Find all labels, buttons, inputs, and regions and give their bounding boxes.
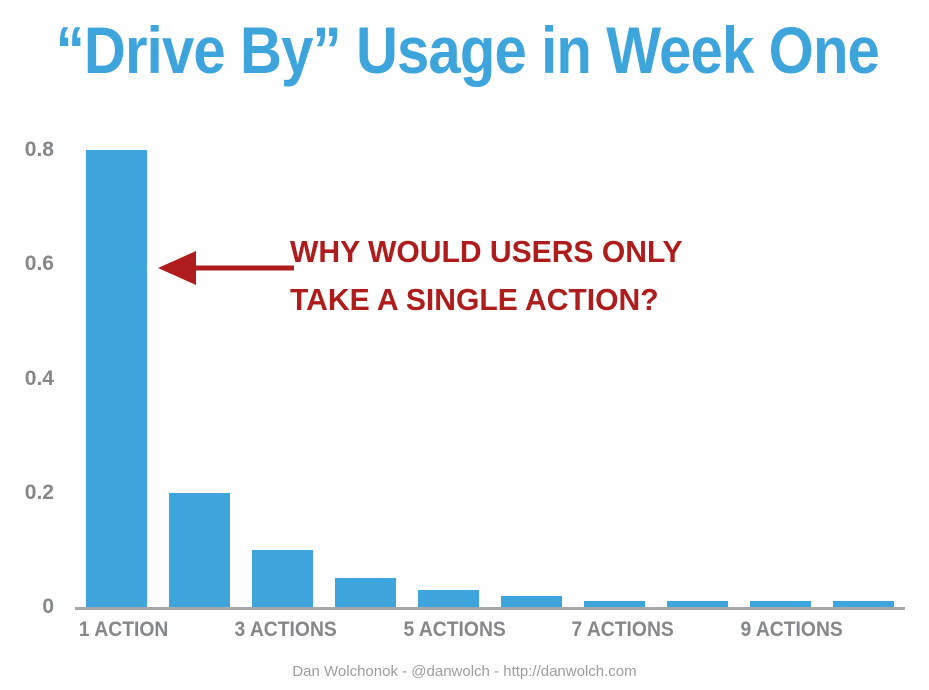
bar — [85, 150, 148, 607]
bar — [334, 578, 397, 607]
left-arrow-icon — [158, 251, 294, 285]
x-tick-label: 7 ACTIONS — [571, 618, 675, 641]
x-tick-label — [681, 618, 734, 642]
bar-slot — [739, 150, 822, 607]
bar — [749, 601, 812, 607]
bars — [75, 150, 905, 607]
x-tick-label: 5 ACTIONS — [403, 618, 506, 641]
bar — [168, 492, 231, 607]
bar — [583, 601, 646, 607]
y-tick-label: 0 — [42, 595, 54, 618]
bar-slot — [407, 150, 490, 607]
y-tick-label: 0.6 — [24, 252, 54, 276]
bar-slot — [75, 150, 158, 607]
y-tick-label: 0.8 — [24, 138, 54, 161]
x-tick-label — [175, 618, 228, 642]
bar-slot — [324, 150, 407, 607]
y-tick-label: 0.2 — [24, 480, 54, 504]
bar-slot — [490, 150, 573, 607]
bar — [666, 601, 729, 607]
x-tick-label — [850, 618, 903, 642]
y-tick-label: 0.4 — [24, 366, 54, 390]
bar — [417, 589, 480, 607]
bar-slot — [158, 150, 241, 607]
x-tick-label: 3 ACTIONS — [234, 618, 337, 641]
bar — [500, 595, 563, 607]
bar-slot — [241, 150, 324, 607]
annotation-line-2: TAKE A SINGLE ACTION? — [290, 282, 659, 318]
x-axis-labels: 1 ACTION 3 ACTIONS 5 ACTIONS 7 ACTIONS 9 ACT… — [75, 618, 905, 642]
bar-slot — [656, 150, 739, 607]
chart-title: “Drive By” Usage in Week One — [55, 13, 880, 87]
footer-credit: Dan Wolchonok - @danwolch - http://danwo… — [292, 663, 637, 680]
x-tick-label — [343, 618, 396, 642]
bar — [251, 549, 314, 607]
bar-slot — [573, 150, 656, 607]
x-tick-label: 9 ACTIONS — [740, 618, 843, 641]
annotation-line-1: WHY WOULD USERS ONLY — [290, 234, 683, 269]
plot-area — [75, 150, 905, 610]
bar — [832, 601, 895, 607]
bar-slot — [822, 150, 905, 607]
y-axis: 0 0.2 0.4 0.6 0.8 — [0, 138, 64, 618]
x-tick-label — [512, 618, 565, 642]
x-tick-label: 1 ACTION — [78, 618, 169, 641]
annotation-text: WHY WOULD USERS ONLY TAKE A SINGLE ACTIO… — [290, 228, 683, 324]
